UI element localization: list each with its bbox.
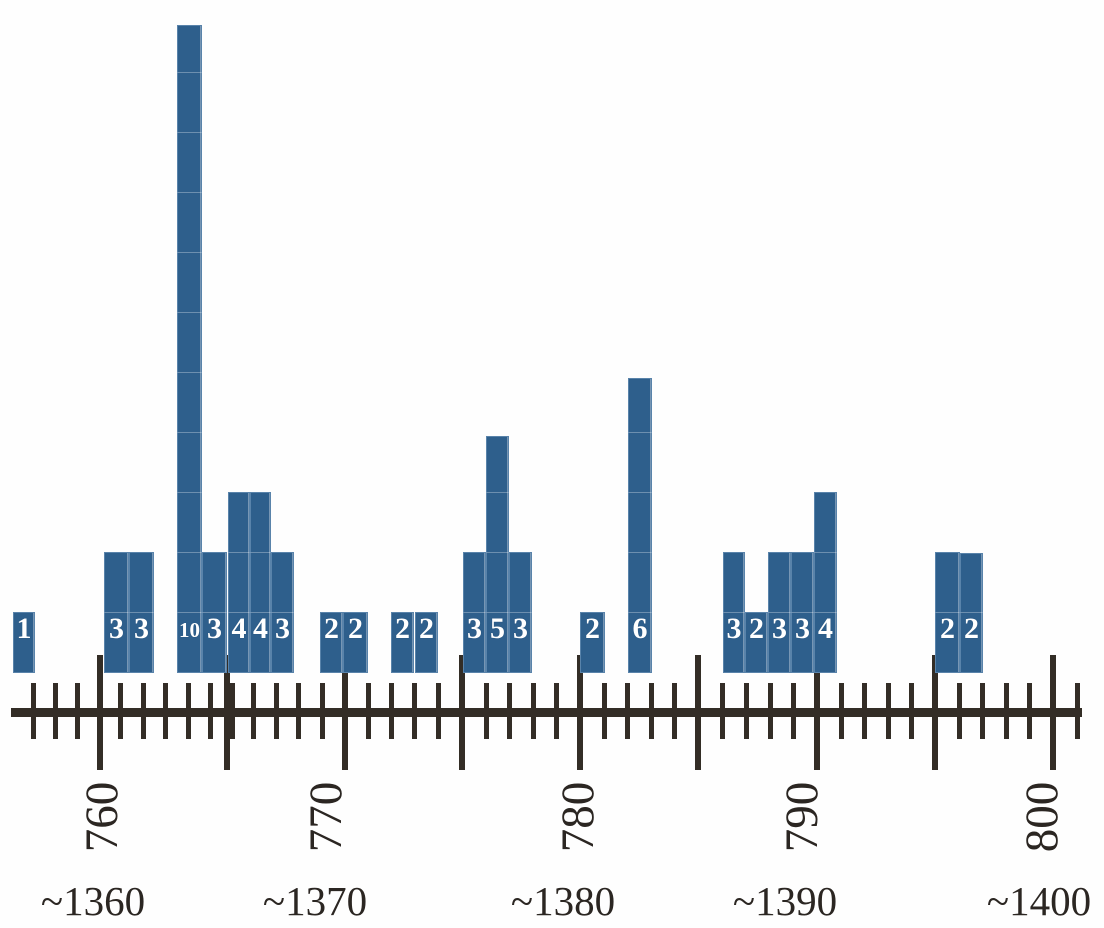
- bar-year-769: 2: [320, 612, 343, 673]
- bar-year-795: 2: [935, 552, 960, 673]
- bar-value-label: 3: [134, 612, 149, 645]
- bar-year-767: 3: [271, 552, 294, 673]
- year-label-790: 790: [776, 781, 828, 853]
- bar-year-765: 4: [228, 492, 250, 673]
- bar-value-label: 6: [632, 612, 648, 645]
- bar-value-label: 3: [275, 612, 290, 645]
- bar-year-786: 3: [723, 552, 745, 673]
- bar-year-761: 3: [129, 552, 154, 673]
- year-label-770: 770: [300, 781, 352, 853]
- bar-year-766: 4: [250, 492, 271, 673]
- bar-value-label: 5: [490, 612, 505, 645]
- bar-value-label: 2: [395, 612, 410, 645]
- bar-value-label: 4: [231, 612, 247, 645]
- approx-year-label-1390: ~1390: [732, 878, 838, 924]
- bar-value-label: 3: [109, 612, 124, 645]
- approx-year-label-1400: ~1400: [986, 878, 1092, 924]
- year-label-800: 800: [1016, 781, 1068, 853]
- bar-value-label: 1: [16, 612, 32, 645]
- bar-value-label: 10: [179, 618, 200, 642]
- bar-value-label: 2: [749, 612, 764, 645]
- bar-year-796: 2: [960, 553, 983, 673]
- bar-year-775: 3: [463, 552, 486, 673]
- bar-value-label: 3: [513, 612, 528, 645]
- bar-value-label: 2: [419, 612, 434, 645]
- approx-year-label-1370: ~1370: [262, 878, 368, 924]
- bar-year-788: 3: [768, 552, 791, 673]
- bar-value-label: 3: [795, 612, 810, 645]
- approx-year-label-1360: ~1360: [40, 878, 146, 924]
- bar-year-790: 4: [814, 492, 837, 673]
- year-label-780: 780: [552, 781, 604, 853]
- bar-year-789: 3: [791, 552, 814, 673]
- bar-year-756: 1: [13, 612, 35, 673]
- bar-value-label: 2: [348, 612, 363, 645]
- bar-value-label: 4: [818, 612, 833, 645]
- bar-year-776: 5: [486, 436, 509, 673]
- bar-year-782: 6: [628, 378, 652, 673]
- bar-year-773: 2: [415, 612, 438, 673]
- bar-value-label: 2: [585, 612, 600, 645]
- bar-value-label: 4: [253, 612, 268, 645]
- bar-value-label: 3: [207, 612, 222, 645]
- bar-value-label: 3: [726, 612, 742, 645]
- bar-value-label: 2: [964, 612, 979, 645]
- bar-year-760: 3: [104, 552, 129, 673]
- bar-year-764: 3: [202, 552, 227, 673]
- year-label-760: 760: [76, 781, 128, 853]
- bar-year-770: 2: [343, 612, 368, 673]
- bar-value-label: 2: [940, 612, 955, 645]
- bar-value-label: 3: [772, 612, 787, 645]
- bar-year-772: 2: [391, 612, 414, 673]
- bar-year-777: 3: [509, 552, 532, 673]
- bar-year-763: 10: [177, 25, 202, 673]
- approx-year-label-1380: ~1380: [510, 878, 616, 924]
- bar-value-label: 2: [324, 612, 339, 645]
- bar-year-780: 2: [580, 612, 605, 673]
- bar-value-label: 3: [467, 612, 482, 645]
- axis-line: [11, 708, 1082, 717]
- bar-year-787: 2: [745, 612, 768, 673]
